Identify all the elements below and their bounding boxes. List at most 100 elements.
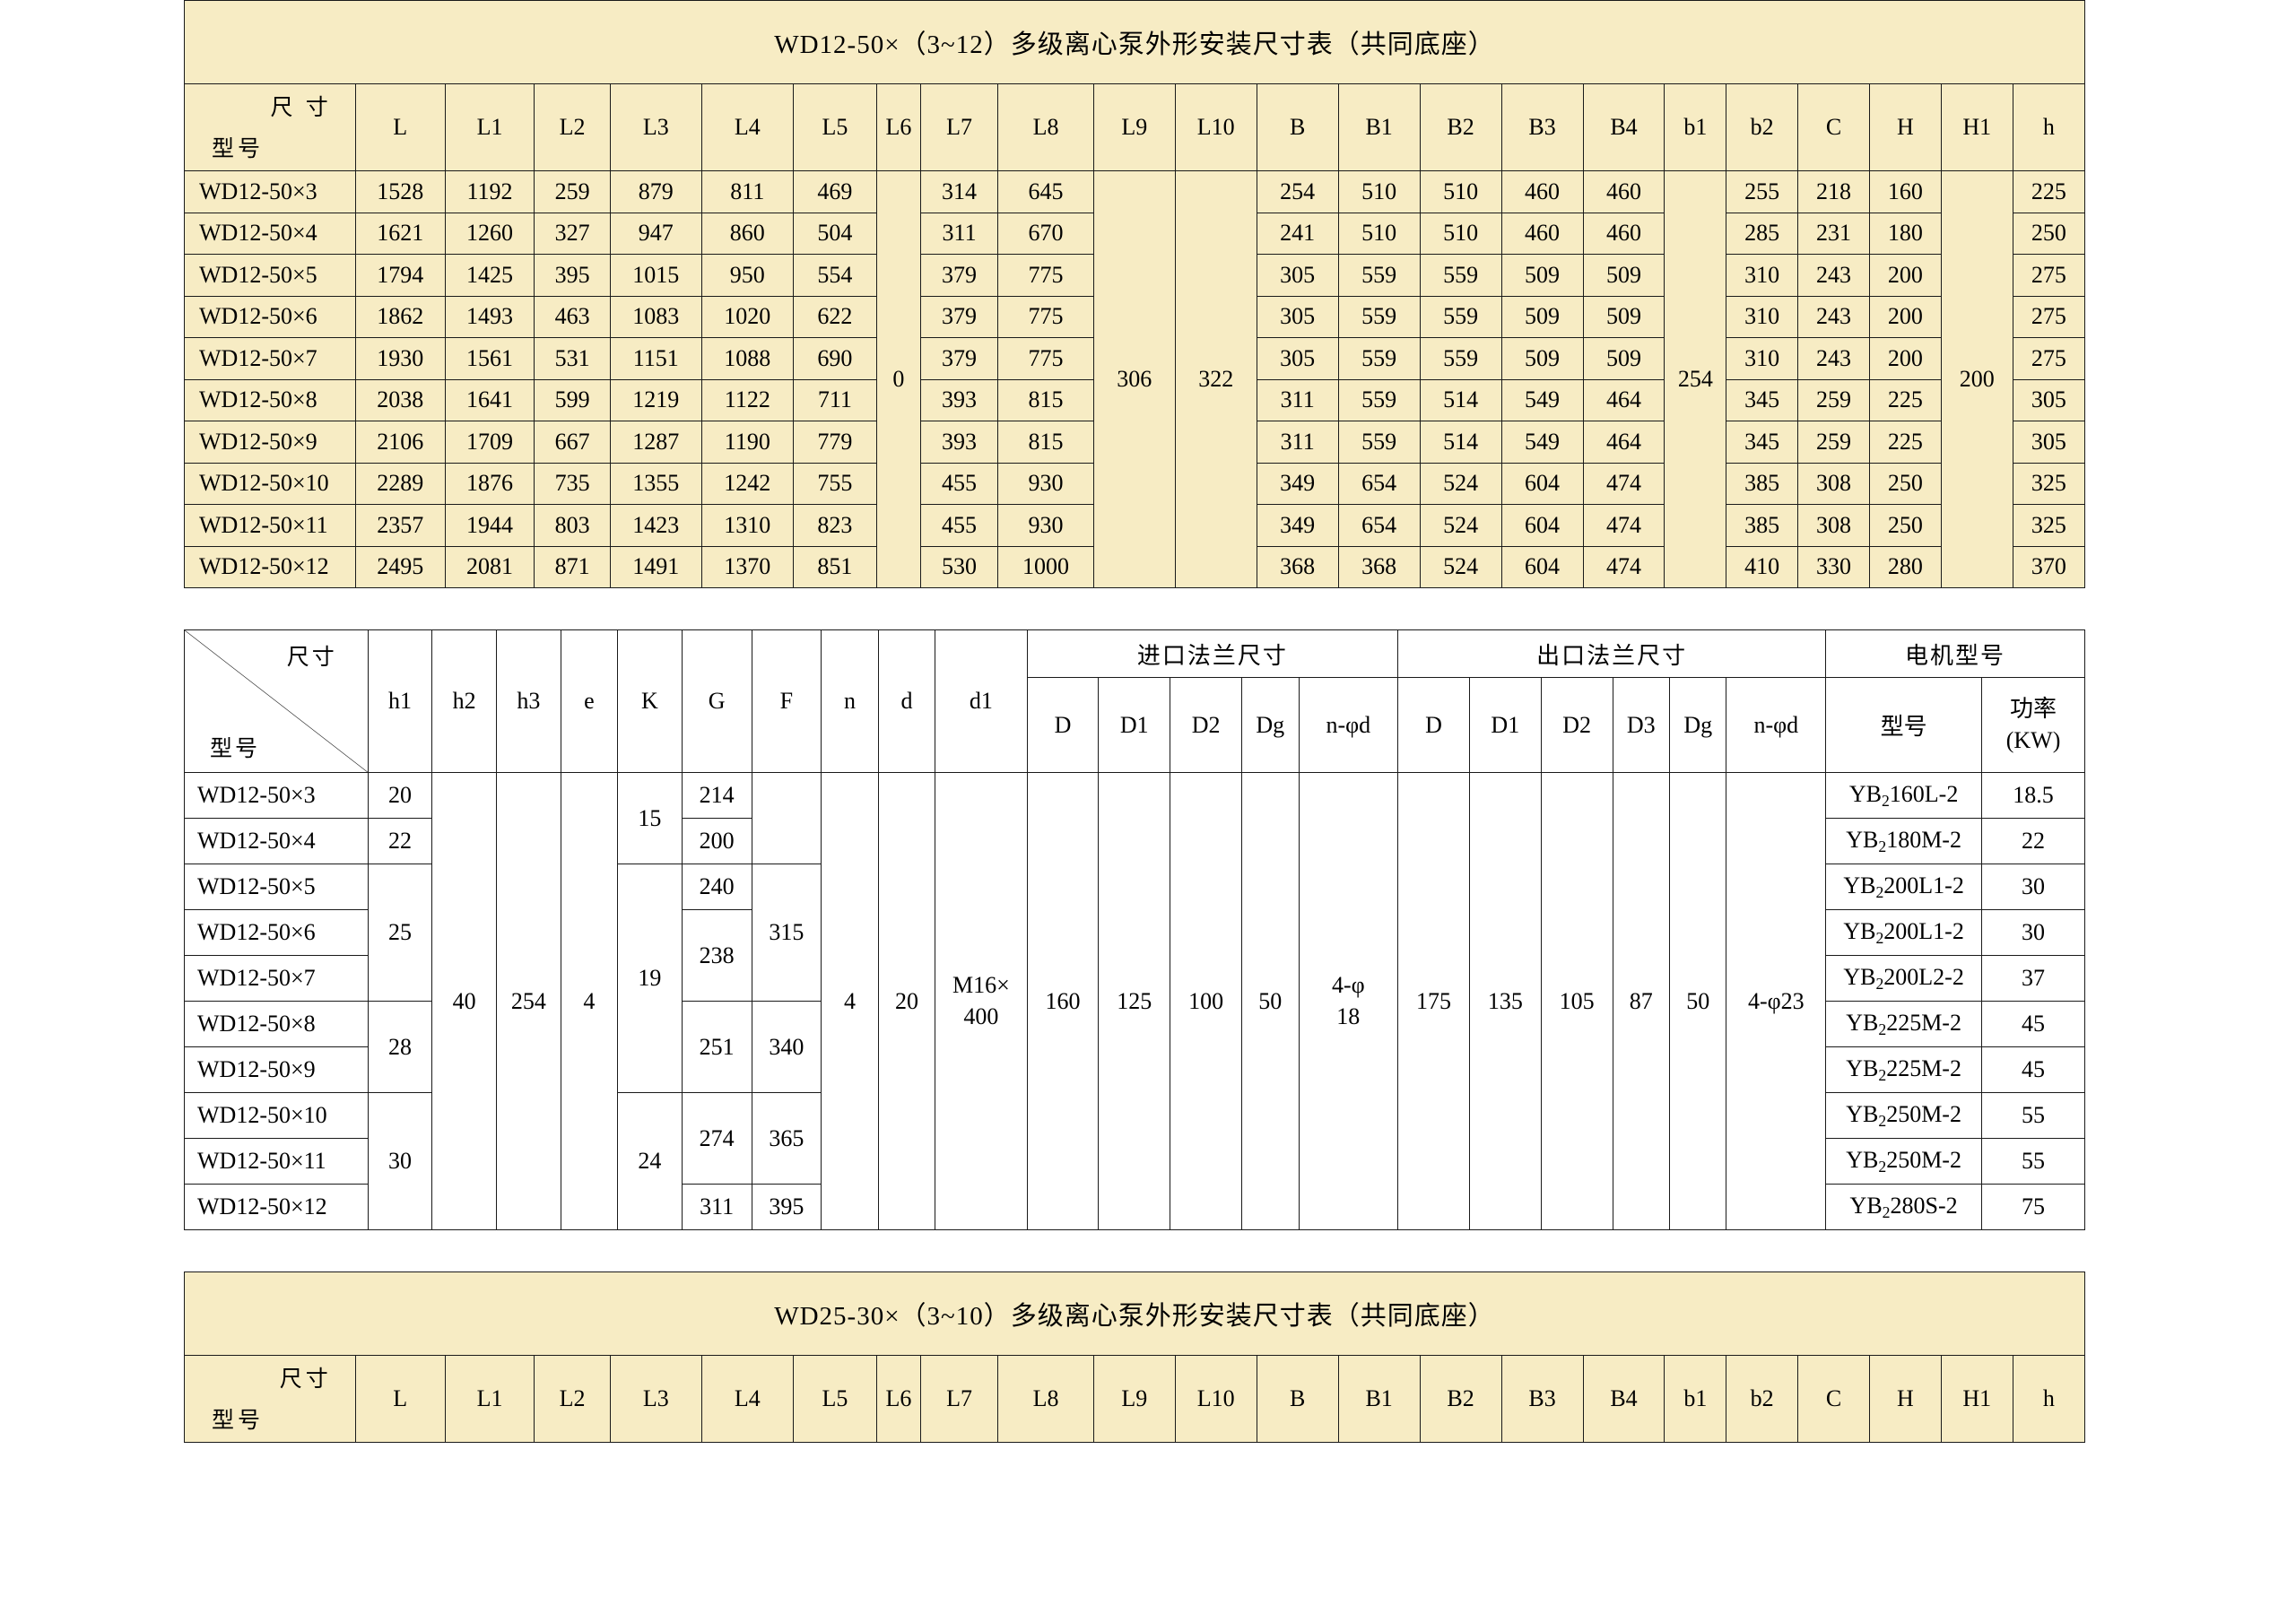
power-unit: (KW) [2005,726,2061,753]
table2-merged-inlet_Dg: 50 [1241,772,1300,1230]
table1-cell-b2: 310 [1726,254,1799,297]
table2-col-header-e: e [560,629,619,773]
table1-cell-B4: 474 [1582,504,1665,547]
table2-cell-h1: 22 [367,818,433,864]
table1-col-header-L3: L3 [609,83,702,171]
table1-cell-L1: 1260 [444,212,535,255]
table-row: WD12-50×7 1930 1561 531 1151 1088 690 379 775 305… [184,337,2086,380]
table2-motor-model-cell: YB2225M-2 [1825,1046,1983,1093]
table2-motor-model-cell: YB2200L1-2 [1825,864,1983,910]
table1-cell-L: 2106 [354,421,446,464]
table1-cell-h: 275 [2012,254,2086,297]
table2-outlet-header-5: n-φd [1726,677,1827,773]
table1-cell-L2: 735 [534,462,611,505]
table1-cell-L1: 1709 [444,421,535,464]
table2-cell-G: 238 [681,909,752,1002]
table2-cell-G: 214 [681,772,752,819]
table1-cell-h: 325 [2012,462,2086,505]
table1-col-header-B2: B2 [1419,83,1502,171]
table2-cell-K: 15 [617,772,683,864]
table-row: WD12-50×5 25 19 240 315 YB2200L1-2 30 [184,864,2085,1093]
motor-suffix: 200L1-2 [1883,872,1964,898]
table1-cell-B4: 474 [1582,462,1665,505]
table3-col-header-L: L [354,1355,446,1443]
table1-model-cell: WD12-50×12 [184,545,356,588]
table1-cell-b2: 385 [1726,462,1799,505]
table2-motor-power-cell: 30 [1981,864,2085,910]
table3-col-header-B: B [1256,1355,1339,1443]
table2-cell-F: 315 [751,864,822,1002]
motor-suffix: 180M-2 [1886,826,1961,853]
table1-col-header-B3: B3 [1500,83,1584,171]
table2-merged-inlet_D: 160 [1026,772,1100,1230]
table1-cell-L5: 554 [792,254,878,297]
table2-cell-G: 274 [681,1092,752,1185]
table2-motor-model-cell: YB2280S-2 [1825,1184,1983,1230]
table1-cell-B3: 604 [1500,462,1584,505]
table2-motor-power-cell: 45 [1981,1046,2085,1093]
table1-merged-b1: 254 [1664,170,1727,588]
table2-model-cell: WD12-50×10 [184,1092,369,1139]
table-row: WD12-50×11 2357 1944 803 1423 1310 823 455 930 34… [184,504,2086,547]
table1-cell-L1: 1425 [444,254,535,297]
table3-col-header-L1: L1 [444,1355,535,1443]
table2-model-cell: WD12-50×8 [184,1001,369,1047]
table3-corner-header: 尺寸 型号 [184,1355,356,1443]
table1-cell-L5: 779 [792,421,878,464]
table-row: WD12-50×3 1528 1192 259 879 811 469 0 314 645 306 3… [184,170,2086,588]
table2-motor-power-cell: 18.5 [1981,772,2085,819]
table1-cell-C: 259 [1797,421,1870,464]
table1-cell-B2: 559 [1419,254,1502,297]
table2-motor-power-cell: 37 [1981,955,2085,1002]
table1-cell-L7: 530 [919,545,999,588]
table1-cell-B1: 654 [1337,462,1421,505]
table1-model-cell: WD12-50×6 [184,295,356,338]
motor-prefix: YB [1843,872,1876,898]
table2-motor-power-cell: 30 [1981,909,2085,956]
table1-cell-B1: 510 [1337,170,1421,213]
motor-subscript: 2 [1878,1157,1887,1176]
table1-col-header-L10: L10 [1174,83,1257,171]
table1-cell-B2: 559 [1419,295,1502,338]
table-wd12-50-dimensions: WD12-50×（3~12）多级离心泵外形安装尺寸表（共同底座）尺 寸型号 L L1… [184,0,2086,588]
table1-cell-L3: 1355 [609,462,702,505]
dimension-label: 尺寸 [279,1367,332,1392]
table1-cell-C: 243 [1797,295,1870,338]
table2-inlet-header-4: n-φd [1298,677,1399,773]
motor-prefix: YB [1848,780,1882,807]
table1-col-header-L1: L1 [444,83,535,171]
table1-cell-L3: 1423 [609,504,702,547]
motor-subscript: 2 [1878,1065,1887,1084]
table2-cell-F [751,772,822,864]
table2-motor-power-cell: 45 [1981,1001,2085,1047]
table1-cell-L8: 775 [997,254,1094,297]
table2-model-cell: WD12-50×9 [184,1046,369,1093]
table1-cell-C: 243 [1797,337,1870,380]
table2-cell-G: 240 [681,864,752,910]
table1-col-header-L8: L8 [997,83,1094,171]
table1-cell-H: 280 [1868,545,1942,588]
table2-model-cell: WD12-50×4 [184,818,369,864]
table1-cell-L4: 1020 [700,295,794,338]
table2-motor-model-cell: YB2250M-2 [1825,1138,1983,1185]
table1-cell-L: 2357 [354,504,446,547]
table1-cell-L8: 930 [997,462,1094,505]
table1-cell-B3: 460 [1500,212,1584,255]
table1-model-cell: WD12-50×5 [184,254,356,297]
table-row: WD12-50×10 30 24 274 365 YB2250M-2 55 [184,1092,2085,1230]
motor-prefix: YB [1843,963,1876,990]
table1-model-cell: WD12-50×11 [184,504,356,547]
table1-cell-B2: 510 [1419,212,1502,255]
table1-cell-L: 1930 [354,337,446,380]
table2-motor-power-cell: 55 [1981,1138,2085,1185]
table1-corner-header: 尺 寸型号 [184,83,356,171]
table1-cell-L8: 775 [997,295,1094,338]
table1-cell-B3: 549 [1500,421,1584,464]
table3-col-header-B3: B3 [1500,1355,1584,1443]
table1-cell-L7: 311 [919,212,999,255]
table3-col-header-L9: L9 [1092,1355,1176,1443]
table1-cell-L8: 1000 [997,545,1094,588]
table3-col-header-L8: L8 [997,1355,1094,1443]
table1-cell-h: 305 [2012,378,2086,421]
